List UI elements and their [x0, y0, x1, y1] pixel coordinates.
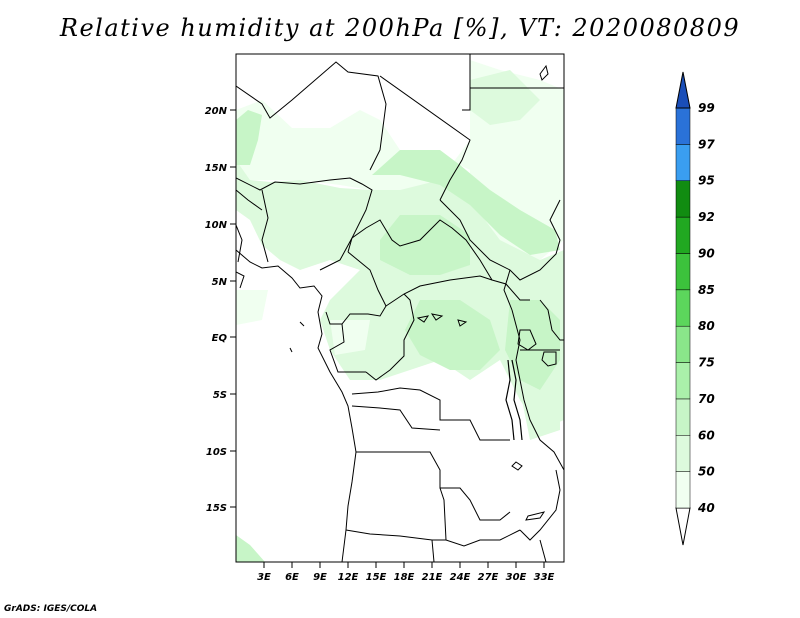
colorbar-label-99: 99 — [698, 101, 715, 115]
lat-label-5s: 5S — [213, 390, 227, 401]
colorbar-segments — [675, 71, 691, 546]
colorbar-segment-85 — [675, 253, 691, 291]
longitude-axis — [263, 562, 545, 568]
colorbar-segment-95 — [675, 144, 691, 181]
colorbar-segment-92 — [675, 180, 691, 218]
lat-label-10s: 10S — [206, 447, 227, 458]
colorbar-labels: 40 50 60 70 75 80 85 90 92 95 97 99 — [697, 101, 715, 515]
lon-label-15e: 15E — [366, 572, 387, 583]
colorbar-segment-70 — [675, 362, 691, 400]
lon-label-21e: 21E — [422, 572, 443, 583]
lon-label-33e: 33E — [534, 572, 555, 583]
humidity-shading — [236, 60, 564, 562]
colorbar-label-60: 60 — [698, 428, 715, 442]
lon-label-6e: 6E — [285, 572, 299, 583]
colorbar-label-85: 85 — [698, 283, 715, 297]
colorbar-segment-60 — [675, 398, 691, 436]
colorbar-segment-above-99 — [675, 71, 691, 109]
lat-label-15n: 15N — [205, 163, 228, 174]
latitude-labels: 20N 15N 10N 5N EQ 5S 10S 15S — [205, 106, 228, 514]
grads-credit: GrADS: IGES/COLA — [4, 604, 98, 614]
lat-label-20n: 20N — [205, 106, 228, 117]
colorbar-label-92: 92 — [698, 210, 715, 224]
lat-label-10n: 10N — [205, 220, 228, 231]
country-borders — [236, 54, 564, 562]
colorbar-segment-50 — [675, 435, 691, 472]
colorbar-segment-75 — [675, 325, 691, 363]
colorbar-segment-97 — [675, 107, 691, 145]
map-frame — [235, 53, 565, 563]
chart-title: Relative humidity at 200hPa [%], VT: 202… — [59, 14, 741, 42]
colorbar-segment-below-40 — [675, 507, 691, 546]
colorbar: 40 50 60 70 75 80 85 90 92 95 97 99 — [675, 71, 715, 546]
lon-label-3e: 3E — [257, 572, 271, 583]
colorbar-label-80: 80 — [698, 319, 715, 333]
latitude-axis — [230, 109, 236, 508]
lon-label-18e: 18E — [394, 572, 415, 583]
lon-label-30e: 30E — [506, 572, 527, 583]
longitude-labels: 3E 6E 9E 12E 15E 18E 21E 24E 27E 30E 33E — [257, 572, 554, 583]
colorbar-label-50: 50 — [698, 465, 715, 479]
lat-label-15s: 15S — [206, 503, 227, 514]
colorbar-label-90: 90 — [698, 246, 715, 260]
lon-label-27e: 27E — [478, 572, 499, 583]
colorbar-label-75: 75 — [698, 356, 715, 370]
lat-label-5n: 5N — [212, 277, 228, 288]
lon-label-24e: 24E — [450, 572, 471, 583]
lon-label-12e: 12E — [338, 572, 359, 583]
colorbar-label-70: 70 — [698, 392, 715, 406]
colorbar-label-97: 97 — [698, 137, 715, 151]
colorbar-label-40: 40 — [697, 501, 715, 515]
lon-label-9e: 9E — [313, 572, 327, 583]
colorbar-segment-40 — [675, 471, 691, 509]
lat-label-eq: EQ — [212, 333, 228, 344]
colorbar-label-95: 95 — [698, 174, 715, 188]
colorbar-segment-80 — [675, 289, 691, 327]
colorbar-segment-90 — [675, 216, 691, 254]
